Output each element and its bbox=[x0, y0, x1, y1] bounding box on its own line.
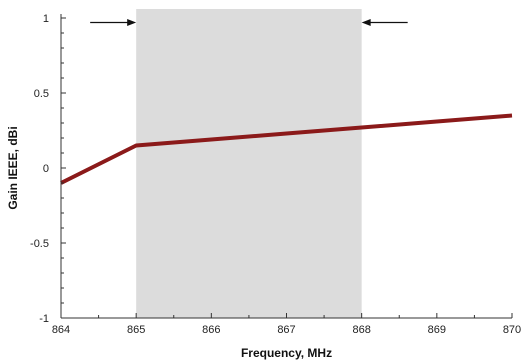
y-tick-label: -0.5 bbox=[30, 238, 49, 250]
x-tick-label: 865 bbox=[127, 324, 145, 336]
y-tick-label: 0 bbox=[43, 163, 49, 175]
x-tick-label: 870 bbox=[503, 324, 521, 336]
x-axis-title: Frequency, MHz bbox=[241, 346, 332, 360]
highlight-band bbox=[136, 9, 362, 318]
series-line bbox=[60, 113, 513, 185]
band-arrows bbox=[90, 19, 408, 26]
y-tick-label: 0.5 bbox=[34, 88, 49, 100]
y-tick-group: 1 0.5 0 -0.5 -1 bbox=[30, 13, 66, 325]
y-tick-label: 1 bbox=[43, 13, 49, 25]
y-tick-label: -1 bbox=[39, 313, 49, 325]
plot-area: 864 865 866 867 868 869 870 1 0.5 0 -0.5 -1 bbox=[30, 9, 521, 336]
x-tick-label: 864 bbox=[52, 324, 70, 336]
x-tick-group: 864 865 866 867 868 869 870 bbox=[52, 313, 521, 336]
x-tick-label: 868 bbox=[352, 324, 370, 336]
x-tick-label: 869 bbox=[428, 324, 446, 336]
y-axis-title: Gain IEEE, dBi bbox=[6, 126, 20, 209]
x-tick-label: 867 bbox=[277, 324, 295, 336]
band-arrow bbox=[361, 19, 408, 26]
band-arrow bbox=[90, 19, 137, 26]
series-layer bbox=[60, 113, 513, 185]
x-tick-label: 866 bbox=[202, 324, 220, 336]
